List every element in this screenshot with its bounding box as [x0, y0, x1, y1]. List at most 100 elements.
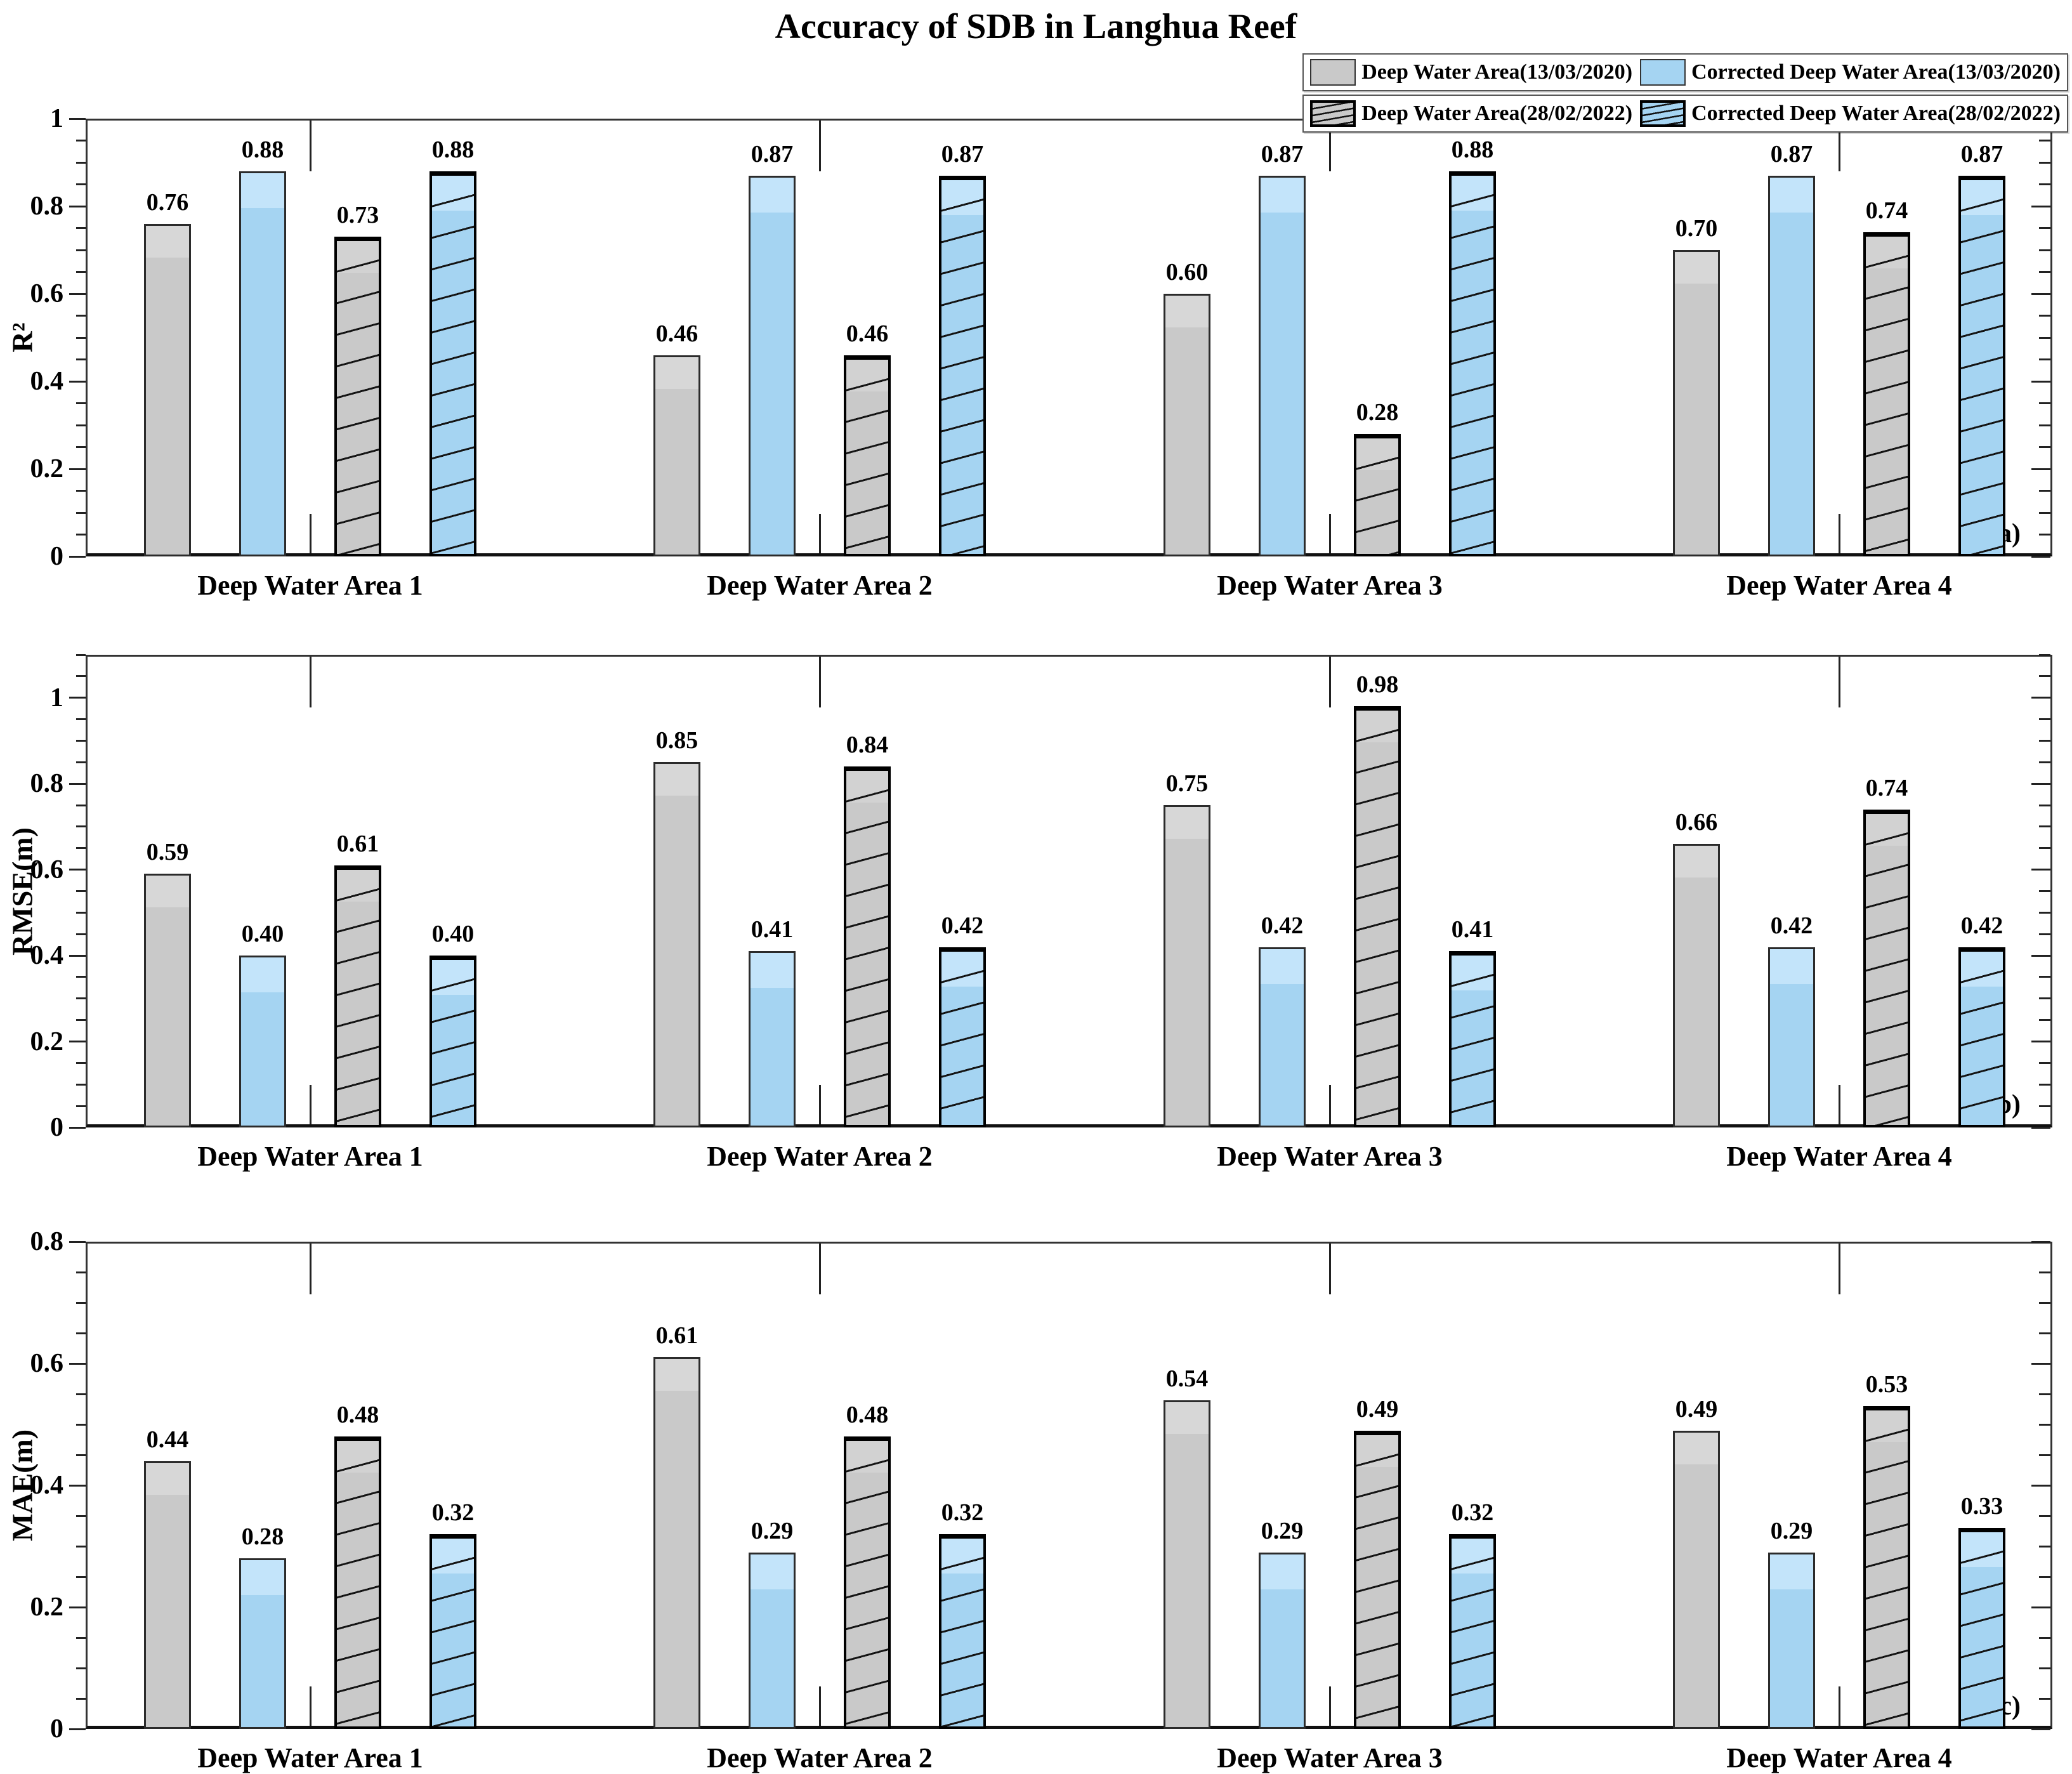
- y-tick-label: 0.2: [30, 1593, 64, 1622]
- y-major-tick: [69, 1728, 86, 1730]
- x-major-tick-top: [309, 121, 311, 171]
- y-major-tick: [2031, 205, 2050, 207]
- y-major-tick: [2031, 1484, 2050, 1487]
- y-major-tick: [2031, 292, 2050, 295]
- y-major-tick: [2031, 1606, 2050, 1608]
- x-major-tick-top: [1328, 657, 1331, 707]
- y-minor-tick: [2039, 997, 2050, 1000]
- x-major-tick-bottom: [309, 514, 311, 553]
- y-minor-tick: [76, 1332, 86, 1334]
- y-minor-tick: [76, 1575, 86, 1578]
- x-major-tick-bottom: [1838, 1686, 1840, 1726]
- legend-entry-corrected-deep-water-2022: Corrected Deep Water Area(28/02/2022): [1640, 100, 2061, 127]
- bar-value-label: 0.40: [241, 921, 284, 948]
- y-minor-tick: [76, 675, 86, 678]
- y-minor-tick: [2039, 271, 2050, 273]
- y-minor-tick: [76, 1301, 86, 1304]
- x-category-label: Deep Water Area 2: [707, 1141, 933, 1172]
- bar-value-label: 0.87: [1770, 140, 1813, 168]
- y-minor-tick: [2039, 911, 2050, 914]
- bar-solid-blue: [239, 171, 286, 556]
- y-minor-tick: [76, 890, 86, 892]
- y-minor-tick: [2039, 446, 2050, 448]
- y-major-tick: [69, 555, 86, 558]
- x-major-tick-bottom: [309, 1686, 311, 1726]
- x-major-tick-top: [818, 1244, 821, 1294]
- x-category-label: Deep Water Area 3: [1217, 1141, 1443, 1172]
- y-minor-tick: [2039, 718, 2050, 721]
- bar-solid-blue: [749, 951, 796, 1127]
- y-minor-tick: [2039, 976, 2050, 978]
- y-minor-tick: [76, 336, 86, 339]
- y-major-tick: [69, 292, 86, 295]
- bar-value-label: 0.61: [655, 1322, 698, 1350]
- legend-label: Corrected Deep Water Area(28/02/2022): [1691, 102, 2061, 125]
- y-major-tick: [69, 954, 86, 957]
- y-minor-tick: [2039, 1105, 2050, 1107]
- y-minor-tick: [2039, 227, 2050, 229]
- bar-solid-gray: [653, 1357, 700, 1729]
- x-category-label: Deep Water Area 1: [197, 1141, 423, 1172]
- y-minor-tick: [76, 1393, 86, 1395]
- bar-value-label: 0.49: [1356, 1395, 1399, 1422]
- bar-value-label: 0.42: [941, 912, 984, 939]
- y-minor-tick: [76, 847, 86, 850]
- bar-solid-gray: [144, 874, 191, 1127]
- y-minor-tick: [2039, 1667, 2050, 1669]
- bar-value-label: 0.60: [1165, 259, 1209, 286]
- y-minor-tick: [76, 804, 86, 806]
- chart-title: Accuracy of SDB in Langhua Reef: [775, 7, 1297, 46]
- legend-label: Deep Water Area(13/03/2020): [1361, 60, 1633, 84]
- bar-hatch-gray: [1354, 433, 1401, 556]
- y-minor-tick: [2039, 1423, 2050, 1426]
- legend-swatch-solid-gray: [1310, 59, 1356, 86]
- y-minor-tick: [2039, 249, 2050, 251]
- x-major-tick-top: [1328, 121, 1331, 171]
- y-major-tick: [69, 1362, 86, 1365]
- bar-value-label: 0.98: [1356, 671, 1399, 699]
- y-minor-tick: [76, 1514, 86, 1517]
- bar-solid-gray: [144, 1461, 191, 1729]
- x-major-tick-top: [818, 657, 821, 707]
- y-minor-tick: [76, 997, 86, 1000]
- bar-value-label: 0.85: [655, 727, 698, 754]
- y-minor-tick: [2039, 1271, 2050, 1273]
- y-minor-tick: [76, 424, 86, 426]
- y-minor-tick: [2039, 761, 2050, 763]
- y-major-tick: [2031, 1362, 2050, 1365]
- y-major-tick: [2031, 1240, 2050, 1243]
- y-minor-tick: [2039, 1575, 2050, 1578]
- bar-value-label: 0.33: [1960, 1493, 2003, 1520]
- bar-value-label: 0.41: [1451, 916, 1494, 943]
- bar-hatch-gray: [334, 865, 381, 1127]
- y-minor-tick: [76, 534, 86, 535]
- x-category-label: Deep Water Area 2: [707, 570, 933, 601]
- legend-entry-deep-water-2020: Deep Water Area(13/03/2020): [1310, 59, 1632, 86]
- legend-row-2020: Deep Water Area(13/03/2020) Corrected De…: [1302, 53, 2068, 91]
- y-minor-tick: [76, 1271, 86, 1273]
- y-minor-tick: [76, 1545, 86, 1547]
- legend: Deep Water Area(13/03/2020) Corrected De…: [1302, 53, 2068, 133]
- bar-value-label: 0.42: [1960, 912, 2003, 939]
- legend-row-2022: Deep Water Area(28/02/2022) Corrected De…: [1302, 95, 2068, 133]
- y-minor-tick: [2039, 1301, 2050, 1304]
- y-major-tick: [69, 117, 86, 120]
- plot-area-r2: [86, 119, 2052, 556]
- bar-value-label: 0.53: [1865, 1371, 1908, 1398]
- y-tick-label: 0.6: [30, 1349, 64, 1378]
- bar-value-label: 0.32: [941, 1499, 984, 1526]
- bar-solid-gray: [1164, 294, 1210, 556]
- bar-solid-blue: [749, 1552, 796, 1729]
- bar-hatch-gray: [844, 766, 891, 1127]
- bar-value-label: 0.76: [146, 188, 189, 216]
- bar-hatch-blue: [939, 175, 986, 556]
- bar-solid-gray: [1673, 1430, 1720, 1729]
- y-tick-label: 0: [50, 1113, 63, 1142]
- bar-value-label: 0.75: [1165, 770, 1209, 798]
- y-minor-tick: [2039, 804, 2050, 806]
- y-major-tick: [2031, 555, 2050, 558]
- x-category-label: Deep Water Area 2: [707, 1742, 933, 1773]
- y-major-tick: [69, 869, 86, 871]
- y-minor-tick: [76, 1061, 86, 1064]
